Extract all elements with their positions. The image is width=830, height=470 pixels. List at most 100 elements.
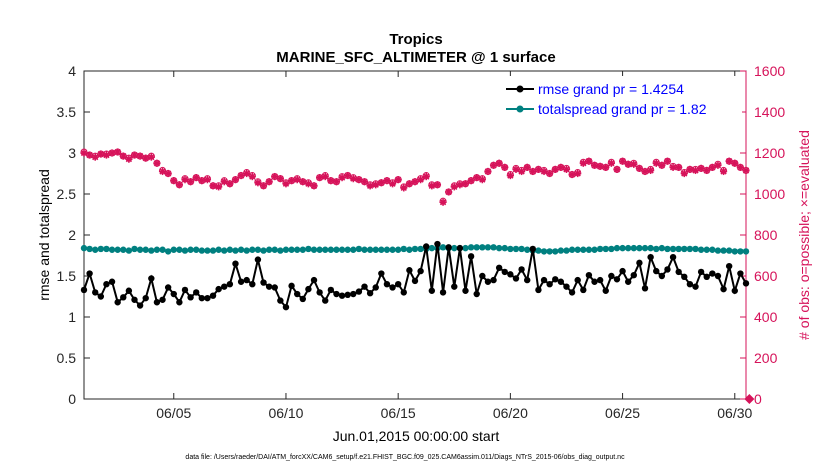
obs-evaluated-point [635,164,644,172]
obs-star-stroke [720,168,727,175]
obs-star-stroke [120,152,127,160]
totalspread-point [350,246,357,253]
totalspread-point [344,246,351,253]
rmse-point [653,267,660,275]
obs-star-stroke [692,167,699,174]
obs-star-stroke [271,173,278,180]
obs-evaluated-point [574,169,582,178]
rmse-point [540,276,548,284]
obs-evaluated-point [719,167,728,176]
totalspread-point [636,244,643,252]
y-axis-left-label: rmse and totalspread [36,169,52,301]
obs-evaluated-point [293,176,301,184]
rmse-point [580,286,587,294]
obs-evaluated-point [321,172,329,181]
rmse-point [608,272,615,280]
rmse-point [495,264,503,271]
rmse-point [333,290,340,298]
rmse-point [148,275,155,282]
rmse-point [563,283,570,290]
obs-star-stroke [226,180,234,187]
totalspread-point [411,245,419,253]
rmse-point [641,285,649,292]
totalspread-point [647,244,654,252]
totalspread-point [394,246,402,253]
rmse-point [462,287,469,294]
y-left-tick-label: 1.5 [57,268,77,284]
rmse-point [535,286,542,294]
obs-star-stroke [574,170,581,177]
rmse-point [164,284,172,291]
legend-rmse-marker [516,85,524,93]
totalspread-point [552,248,559,255]
obs-star-stroke [557,164,565,171]
obs-evaluated-point [243,169,251,178]
rmse-point [596,276,604,284]
obs-evaluated-point [119,152,127,160]
obs-evaluated-point [714,161,722,169]
totalspread-point [254,246,262,253]
obs-star-stroke [675,164,682,171]
totalspread-point [265,246,273,253]
totalspread-point [372,246,379,253]
obs-evaluated-point [304,180,313,188]
totalspread-point [322,246,329,253]
obs-star-stroke [697,165,705,172]
totalspread-point [181,247,189,254]
obs-star-stroke [282,180,290,187]
obs-evaluated-point [287,177,296,185]
obs-evaluated-point [226,180,234,188]
y-right-tick-label: 1600 [754,63,785,79]
totalspread-point [400,245,407,253]
obs-star-stroke [428,182,435,189]
rmse-point [658,272,666,280]
totalspread-point [714,247,722,254]
obs-star-stroke [417,176,424,183]
obs-star-stroke [406,180,413,187]
rmse-point [423,243,430,250]
totalspread-point [439,244,447,251]
obs-star-stroke [669,164,677,171]
totalspread-point [299,246,306,253]
rmse-point [686,281,694,288]
obs-star-stroke [294,176,301,183]
obs-evaluated-point [411,178,419,186]
totalspread-point [136,246,144,253]
obs-star-stroke [316,174,323,181]
y-left-tick-label: 1 [68,309,76,325]
totalspread-point [120,246,127,253]
totalspread-point [624,244,632,252]
data-file-footer: data file: /Users/raeder/DAI/ATM_forcXX/… [185,454,625,461]
totalspread-point [535,247,542,254]
totalspread-point [546,248,553,255]
rmse-point [675,268,682,276]
rmse-point [97,293,105,300]
rmse-point [647,253,654,261]
totalspread-point [568,246,576,253]
obs-star-stroke [254,179,262,186]
obs-star-stroke [260,182,267,189]
totalspread-point [540,248,548,255]
obs-star-stroke [159,168,166,175]
totalspread-point [131,245,138,253]
rmse-point [697,268,705,276]
rmse-point [524,276,531,284]
totalspread-point [327,246,335,253]
totalspread-point [288,246,295,253]
obs-star-stroke [490,162,497,169]
x-tick-label: 06/10 [268,405,303,421]
obs-evaluated-point [506,171,514,180]
totalspread-point [170,246,177,253]
totalspread-point [664,245,671,253]
totalspread-point [630,244,637,252]
rmse-point [557,278,565,285]
totalspread-point [451,244,458,252]
rmse-point [451,283,458,290]
obs-evaluated-point [568,170,576,179]
obs-evaluated-point [316,174,324,182]
obs-star-stroke [103,151,110,159]
totalspread-point [282,246,290,253]
totalspread-point [681,245,688,253]
totalspread-point [742,248,750,255]
